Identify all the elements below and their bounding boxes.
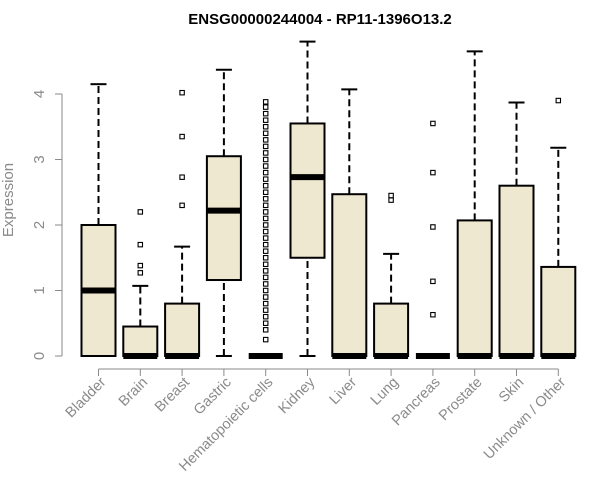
outlier-point — [262, 274, 269, 281]
box-group — [540, 97, 577, 359]
y-axis: 0 1 2 3 4 — [31, 90, 63, 360]
outlier-point — [262, 307, 269, 313]
outlier-point — [262, 241, 269, 248]
y-tick-label: 2 — [31, 221, 48, 229]
outlier-point — [179, 202, 185, 209]
outlier-point — [262, 287, 269, 294]
box-group — [456, 50, 493, 359]
outlier-point — [555, 97, 562, 104]
outlier-point — [262, 196, 269, 202]
x-tick-label: Kidney — [276, 374, 319, 417]
y-axis-title: Expression — [0, 163, 17, 237]
outlier-point — [262, 327, 269, 333]
outlier-point — [262, 169, 269, 176]
outlier-point — [262, 176, 269, 182]
plot-area — [80, 40, 577, 359]
outlier-point — [262, 163, 269, 169]
outlier-point — [262, 235, 269, 241]
outlier-point — [262, 156, 269, 163]
chart-title: ENSG00000244004 - RP11-1396O13.2 — [188, 11, 452, 28]
outlier-point — [262, 268, 269, 274]
outlier-point — [179, 133, 185, 140]
outlier-point — [262, 150, 269, 156]
outlier-point — [430, 120, 436, 127]
box-group — [415, 120, 450, 359]
outlier-point — [388, 197, 394, 203]
outlier-point — [137, 209, 144, 215]
box-group — [205, 68, 242, 357]
x-tick-label: Bladder — [63, 374, 110, 421]
box-group — [122, 209, 159, 359]
outlier-point — [137, 262, 144, 269]
outlier-point — [262, 336, 269, 343]
outlier-point — [137, 241, 144, 248]
x-tick-label: Liver — [327, 374, 361, 408]
box — [164, 302, 201, 358]
outlier-point — [262, 104, 269, 110]
outlier-point — [262, 182, 269, 189]
outlier-point — [262, 189, 269, 196]
outlier-point — [262, 281, 269, 287]
box — [205, 155, 242, 282]
outlier-point — [262, 117, 269, 123]
outlier-point — [262, 261, 269, 268]
outlier-point — [262, 110, 269, 117]
outlier-point — [430, 278, 436, 285]
outlier-point — [262, 300, 269, 307]
box — [331, 193, 368, 357]
box-group — [498, 101, 535, 359]
outlier-point — [262, 313, 269, 320]
outlier-point — [262, 130, 269, 137]
y-tick-label: 4 — [31, 90, 48, 98]
y-tick-label: 1 — [31, 286, 48, 294]
outlier-point — [262, 202, 269, 209]
outlier-point — [430, 224, 436, 230]
y-tick-label: 3 — [31, 155, 48, 163]
outlier-point — [262, 215, 269, 222]
outlier-point — [430, 169, 436, 176]
x-tick-label: Skin — [496, 375, 527, 406]
outlier-point — [262, 99, 269, 105]
box — [498, 184, 535, 357]
box-group — [164, 89, 201, 359]
outlier-point — [262, 143, 269, 150]
x-tick-label: Prostate — [436, 375, 485, 424]
box-group — [289, 40, 326, 357]
box-group — [80, 83, 117, 357]
outlier-point — [262, 124, 269, 130]
x-tick-label: Breast — [152, 375, 193, 416]
outlier-point — [388, 192, 394, 199]
x-tick-label: Lung — [368, 375, 402, 409]
outlier-point — [262, 137, 269, 143]
box — [540, 265, 577, 358]
outlier-point — [179, 174, 185, 180]
box-group — [373, 192, 410, 359]
y-tick-label: 0 — [31, 352, 48, 360]
box-group — [248, 99, 283, 359]
box-group — [331, 88, 368, 359]
outlier-point — [430, 311, 436, 318]
x-tick-label: Brain — [116, 375, 151, 410]
outlier-point — [262, 320, 269, 326]
box — [289, 122, 326, 259]
outlier-point — [262, 294, 269, 300]
outlier-point — [137, 270, 144, 276]
box — [122, 325, 159, 357]
box — [373, 302, 410, 358]
outlier-point — [262, 255, 269, 261]
box — [456, 219, 493, 357]
outlier-point — [262, 209, 269, 215]
outlier-point — [262, 222, 269, 228]
outlier-point — [179, 89, 185, 96]
outlier-point — [262, 228, 269, 235]
outlier-point — [262, 248, 269, 254]
